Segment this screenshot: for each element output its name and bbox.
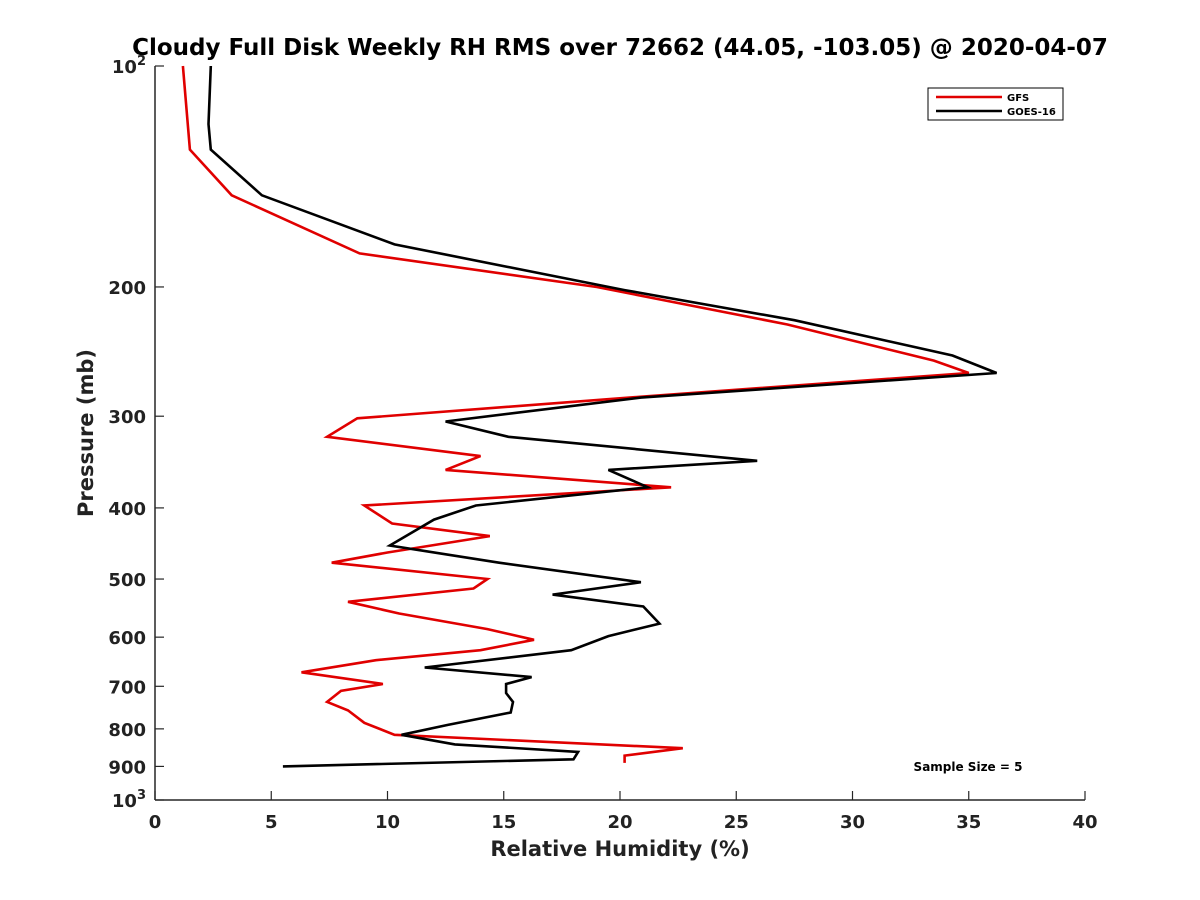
- x-tick-label: 20: [607, 812, 632, 833]
- y-tick-label: 103: [112, 788, 146, 812]
- x-tick-label: 15: [491, 812, 516, 833]
- x-tick-label: 35: [956, 812, 981, 833]
- x-axis-ticks: 0 5 10 15 20 25 30 35 40: [149, 791, 1098, 833]
- legend: GFS GOES-16: [927, 87, 1064, 121]
- y-tick-label: 600: [108, 628, 146, 649]
- x-tick-label: 30: [840, 812, 865, 833]
- y-tick-label: 800: [108, 720, 146, 741]
- y-axis-label: Pressure (mb): [74, 349, 98, 517]
- legend-label-goes16: GOES-16: [1007, 107, 1056, 118]
- x-tick-label: 25: [724, 812, 749, 833]
- series-layer: [181, 65, 998, 768]
- series-line-goes-16: [207, 65, 998, 768]
- y-tick-label: 300: [108, 407, 146, 428]
- y-tick-label: 200: [108, 278, 146, 299]
- legend-box: [927, 87, 1064, 121]
- y-tick-label: 900: [108, 757, 146, 778]
- x-tick-label: 10: [375, 812, 400, 833]
- legend-label-gfs: GFS: [1007, 93, 1029, 104]
- y-tick-label: 400: [108, 499, 146, 520]
- x-axis-label: Relative Humidity (%): [490, 837, 749, 861]
- x-tick-label: 5: [265, 812, 278, 833]
- series-line-gfs: [181, 65, 970, 763]
- y-tick-label: 700: [108, 677, 146, 698]
- y-tick-label: 500: [108, 570, 146, 591]
- chart-title: Cloudy Full Disk Weekly RH RMS over 7266…: [132, 35, 1108, 61]
- sample-size-annotation: Sample Size = 5: [914, 760, 1023, 774]
- y-axis-ticks: 102 200 300 400 500 600 700 800 900 103: [108, 54, 164, 812]
- x-tick-label: 0: [149, 812, 162, 833]
- y-tick-label: 102: [112, 54, 146, 78]
- x-tick-label: 40: [1072, 812, 1097, 833]
